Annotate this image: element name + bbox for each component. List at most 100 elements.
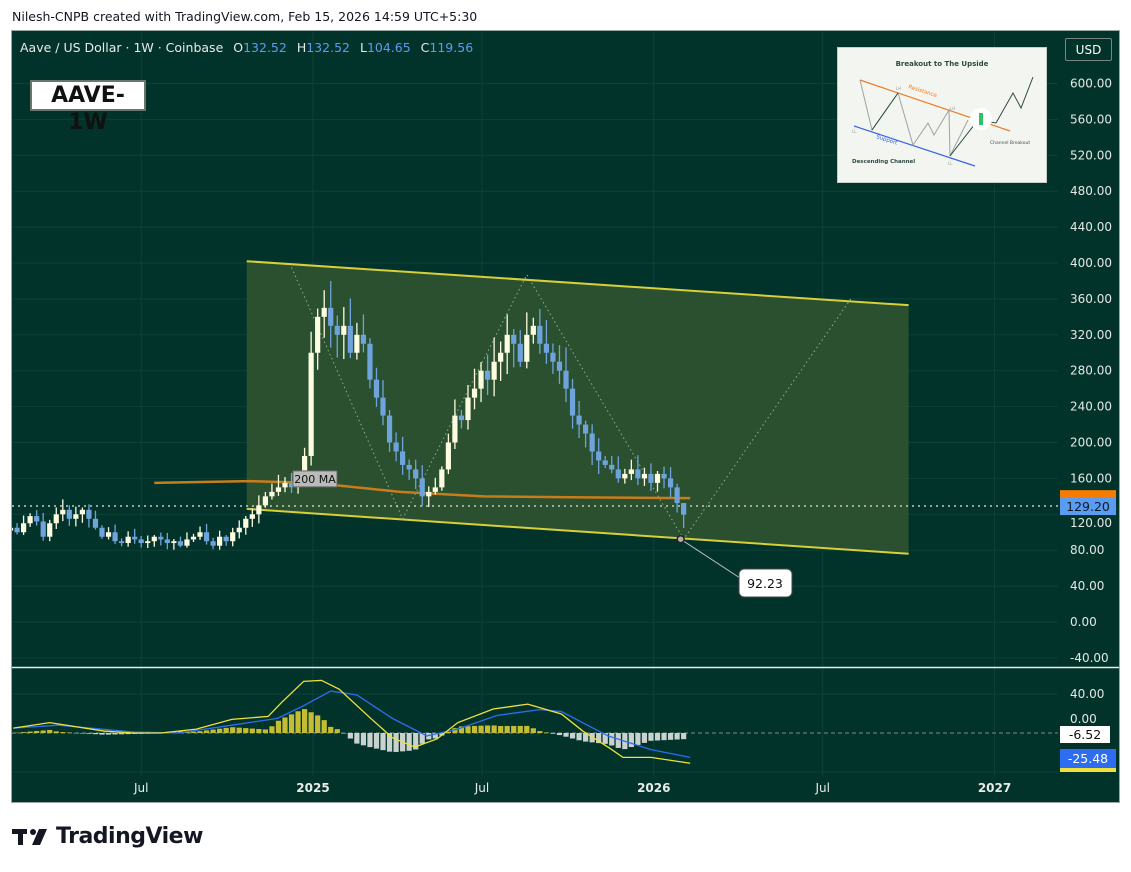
candle: [275, 474, 282, 496]
macd-histogram-bar: [295, 711, 301, 733]
price-tick-label: 40.00: [1070, 579, 1104, 593]
candle-body: [20, 523, 27, 533]
candle-body: [341, 325, 347, 335]
candle: [367, 338, 373, 389]
candle: [406, 459, 412, 480]
candle-body: [119, 541, 125, 544]
macd-histogram-bar: [537, 731, 543, 733]
candle-body: [648, 473, 654, 483]
candle: [615, 456, 621, 483]
macd-histogram-bar: [367, 733, 373, 748]
macd-histogram-bar: [635, 733, 641, 745]
candle-body: [112, 532, 118, 542]
macd-histogram-bar: [465, 726, 471, 733]
macd-histogram-bar: [471, 725, 478, 733]
candle: [12, 527, 14, 531]
candle: [654, 470, 661, 492]
callout-line: [680, 538, 741, 579]
macd-histogram-bar: [569, 733, 576, 739]
macd-histogram-bar: [12, 733, 14, 734]
candle-body: [556, 361, 563, 371]
candle-body: [432, 487, 438, 492]
macd-histogram-bar: [452, 728, 458, 733]
macd-histogram-bar: [406, 733, 412, 751]
candle-body: [406, 464, 412, 470]
macd-histogram-bar: [308, 712, 314, 733]
candle-body: [12, 527, 14, 531]
currency-button[interactable]: USD: [1065, 38, 1112, 61]
ma-label-box: [292, 470, 338, 488]
signal-value-tag: [1060, 749, 1116, 768]
candle: [14, 523, 20, 535]
macd-histogram-bar: [674, 733, 680, 740]
macd-histogram-bar: [86, 733, 92, 734]
candle-body: [641, 473, 648, 479]
last-price-tag: [1060, 497, 1116, 516]
open-label: O: [233, 40, 244, 55]
macd-histogram-bar: [79, 733, 85, 734]
macd-histogram-bar: [667, 733, 674, 740]
candle-body: [373, 379, 380, 398]
candle-body: [347, 325, 353, 353]
candle-body: [445, 442, 451, 470]
candle: [256, 495, 262, 524]
candle-body: [328, 307, 334, 326]
macd-histogram-bar: [210, 729, 216, 733]
pattern-label: Descending Channel: [852, 159, 915, 165]
candle: [217, 530, 223, 550]
time-tick-label: Jul: [474, 781, 489, 795]
candle-body: [79, 509, 85, 515]
macd-histogram-bar: [556, 733, 563, 736]
candle-body: [223, 536, 229, 542]
ma-label: 200 MA: [294, 473, 336, 486]
price-tick-label: 360.00: [1070, 292, 1112, 306]
signal-value-label: -25.48: [1068, 751, 1108, 766]
macd-histogram-bar: [426, 733, 432, 740]
candle: [262, 492, 268, 508]
histogram-value-label: -6.52: [1069, 727, 1101, 742]
candle-body: [354, 334, 360, 353]
candle: [596, 438, 602, 475]
candle: [132, 528, 138, 544]
macd-histogram-bar: [53, 731, 59, 733]
candle: [288, 473, 295, 493]
candle-body: [177, 541, 184, 546]
macd-histogram-bar: [543, 732, 550, 733]
price-path: [871, 92, 899, 131]
macd-histogram-bar: [648, 733, 654, 741]
candle-body: [628, 469, 634, 474]
candle-body: [380, 397, 386, 416]
candle-body: [145, 541, 151, 544]
price-tick-label: 80.00: [1070, 543, 1104, 557]
candle: [471, 368, 478, 410]
candle-body: [426, 491, 432, 497]
ll-label: LL: [852, 129, 857, 134]
candle: [543, 319, 550, 364]
tradingview-logo[interactable]: TradingView: [12, 824, 203, 849]
candle-body: [530, 325, 536, 335]
candle: [524, 312, 530, 369]
macd-histogram-bar: [478, 725, 484, 733]
symbol-name[interactable]: Aave / US Dollar · 1W · Coinbase: [20, 40, 224, 55]
ma-200-line: [154, 479, 691, 500]
candle-body: [609, 464, 615, 470]
breakout-illustration: Breakout to The Upside Resistance Suppor…: [837, 47, 1047, 183]
candle: [511, 329, 517, 368]
macd-histogram-bar: [256, 729, 262, 733]
macd-histogram-bar: [341, 733, 347, 734]
candle: [164, 532, 170, 550]
main-pane: [12, 260, 1058, 555]
macd-histogram-bar: [583, 733, 589, 742]
macd-tick-label: 40.00: [1070, 687, 1104, 701]
candle-body: [400, 451, 406, 465]
candle-body: [681, 503, 687, 515]
callout-box: [738, 568, 793, 598]
macd-histogram-bar: [517, 725, 523, 733]
macd-histogram-bar: [99, 733, 105, 735]
candle-body: [543, 343, 550, 353]
macd-tick-label: 0.00: [1070, 712, 1097, 726]
candle-body: [164, 539, 170, 544]
macd-histogram-bar: [288, 714, 295, 733]
candle-body: [386, 415, 393, 443]
